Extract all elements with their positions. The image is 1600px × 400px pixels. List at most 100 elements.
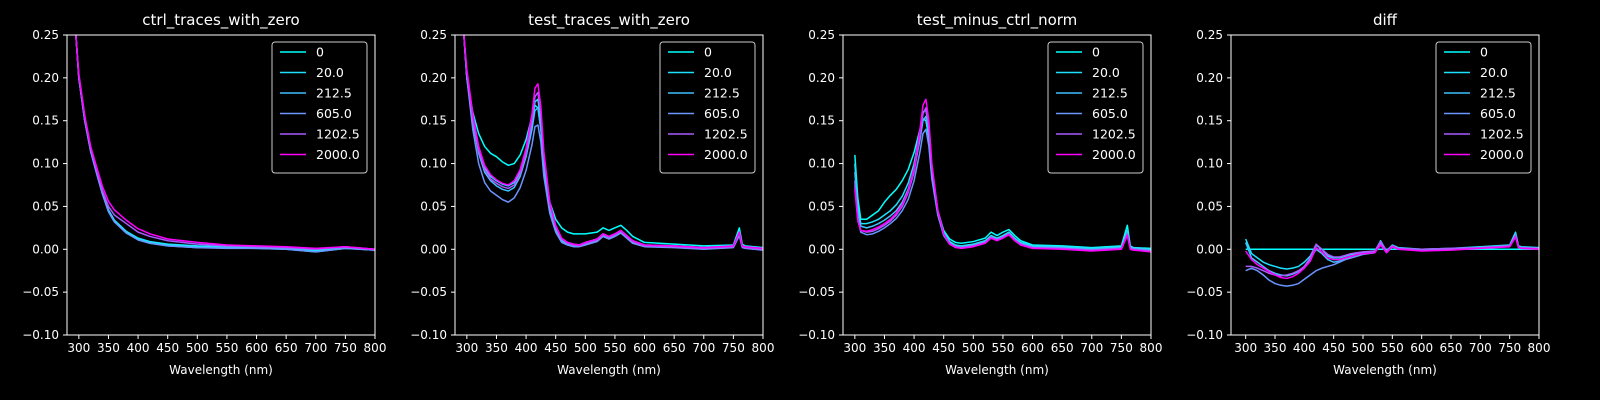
series-line-4 [1245,235,1539,287]
series-line-6 [854,98,1151,253]
legend-label: 20.0 [704,65,732,80]
x-tick-label: 450 [1322,341,1345,355]
x-tick-label: 400 [903,341,926,355]
y-tick-label: 0.00 [808,242,835,256]
x-tick-label: 450 [156,341,179,355]
legend: 0 20.0 212.5 605.0 1202.5 2000.0 [1435,41,1532,174]
y-tick-label: 0.15 [1196,114,1223,128]
x-tick-label: 350 [485,341,508,355]
y-tick-label: 0.25 [32,28,59,42]
x-tick-label: 600 [245,341,268,355]
y-tick-label: −0.05 [22,285,59,299]
y-tick-label: 0.20 [420,71,447,85]
x-tick-label: 400 [127,341,150,355]
x-tick-label: 350 [1264,341,1287,355]
chart-panel-1: ctrl_traces_with_zero 300 350 400 450 500 550 6… [22,11,386,377]
y-tick-label: 0.10 [32,157,59,171]
legend: 0 20.0 212.5 605.0 1202.5 2000.0 [1047,41,1144,174]
x-tick-label: 500 [962,341,985,355]
legend-box [271,41,368,174]
series-line-6 [1245,236,1539,280]
x-tick-label: 800 [1528,341,1551,355]
y-tick-label: 0.20 [32,71,59,85]
x-tick-label: 550 [215,341,238,355]
legend-label: 605.0 [1092,106,1128,121]
axes-frame [454,34,764,336]
legend-label: 20.0 [1480,65,1508,80]
x-tick-label: 800 [1140,341,1163,355]
x-axis-label: Wavelength (nm) [169,363,273,377]
x-tick-label: 300 [843,341,866,355]
y-tick-label: 0.25 [808,28,835,42]
legend-label: 1202.5 [1480,127,1524,142]
x-tick-label: 700 [1080,341,1103,355]
x-tick-label: 750 [1110,341,1133,355]
legend-label: 0 [316,45,324,60]
x-tick-label: 700 [1469,341,1492,355]
y-tick-label: 0.10 [420,157,447,171]
chart-panel-2: test_traces_with_zero 300 350 400 450 500 550 6… [410,11,774,377]
y-tick-label: 0.20 [808,71,835,85]
y-tick-label: 0.20 [1196,71,1223,85]
chart-panel-4: diff 300 350 400 450 500 550 600 650 700 750 800 −0.… [1186,11,1550,377]
axes-frame [1230,34,1540,336]
x-tick-label: 300 [67,341,90,355]
x-tick-label: 600 [633,341,656,355]
x-tick-label: 400 [1293,341,1316,355]
x-tick-label: 700 [304,341,327,355]
x-tick-label: 500 [186,341,209,355]
legend-label: 0 [1092,45,1100,60]
axes-frame [66,34,376,336]
y-tick-label: −0.10 [798,328,835,342]
legend: 0 20.0 212.5 605.0 1202.5 2000.0 [659,41,756,174]
x-tick-label: 800 [364,341,387,355]
series-lines [854,98,1151,253]
y-tick-label: 0.10 [808,157,835,171]
x-tick-label: 700 [692,341,715,355]
x-tick-label: 350 [873,341,896,355]
legend-label: 212.5 [316,86,352,101]
series-lines [463,35,763,251]
chart-title: test_traces_with_zero [528,11,690,30]
axes-frame [842,34,1152,336]
y-tick-label: 0.05 [1196,199,1223,213]
x-tick-label: 750 [722,341,745,355]
x-tick-label: 750 [334,341,357,355]
y-tick-label: 0.15 [32,114,59,128]
legend-label: 0 [704,45,712,60]
series-line-6 [463,35,763,250]
y-tick-label: 0.05 [808,199,835,213]
y-tick-label: −0.10 [1186,328,1223,342]
y-tick-label: 0.05 [420,199,447,213]
legend-label: 2000.0 [1092,147,1136,162]
x-axis-label: Wavelength (nm) [945,363,1049,377]
legend-label: 2000.0 [1480,147,1524,162]
series-line-6 [75,35,375,251]
y-tick-label: −0.10 [410,328,447,342]
legend-label: 20.0 [1092,65,1120,80]
x-tick-label: 500 [1352,341,1375,355]
legend-label: 2000.0 [316,147,360,162]
legend-label: 20.0 [316,65,344,80]
legend-box [659,41,756,174]
legend-label: 605.0 [1480,106,1516,121]
y-tick-label: 0.05 [32,199,59,213]
legend-label: 212.5 [1092,86,1128,101]
y-tick-label: −0.05 [410,285,447,299]
series-line-1 [854,118,1151,250]
series-line-5 [1245,234,1539,277]
chart-title: ctrl_traces_with_zero [142,11,299,30]
x-tick-label: 450 [932,341,955,355]
x-tick-label: 600 [1410,341,1433,355]
x-tick-label: 450 [544,341,567,355]
x-tick-label: 300 [1234,341,1257,355]
y-tick-label: 0.15 [808,114,835,128]
y-tick-label: 0.25 [1196,28,1223,42]
series-line-3 [1244,233,1539,277]
legend-label: 1202.5 [1092,127,1136,142]
x-tick-label: 750 [1498,341,1521,355]
legend-label: 1202.5 [316,127,360,142]
y-tick-label: 0.15 [420,114,447,128]
legend: 0 20.0 212.5 605.0 1202.5 2000.0 [271,41,368,174]
